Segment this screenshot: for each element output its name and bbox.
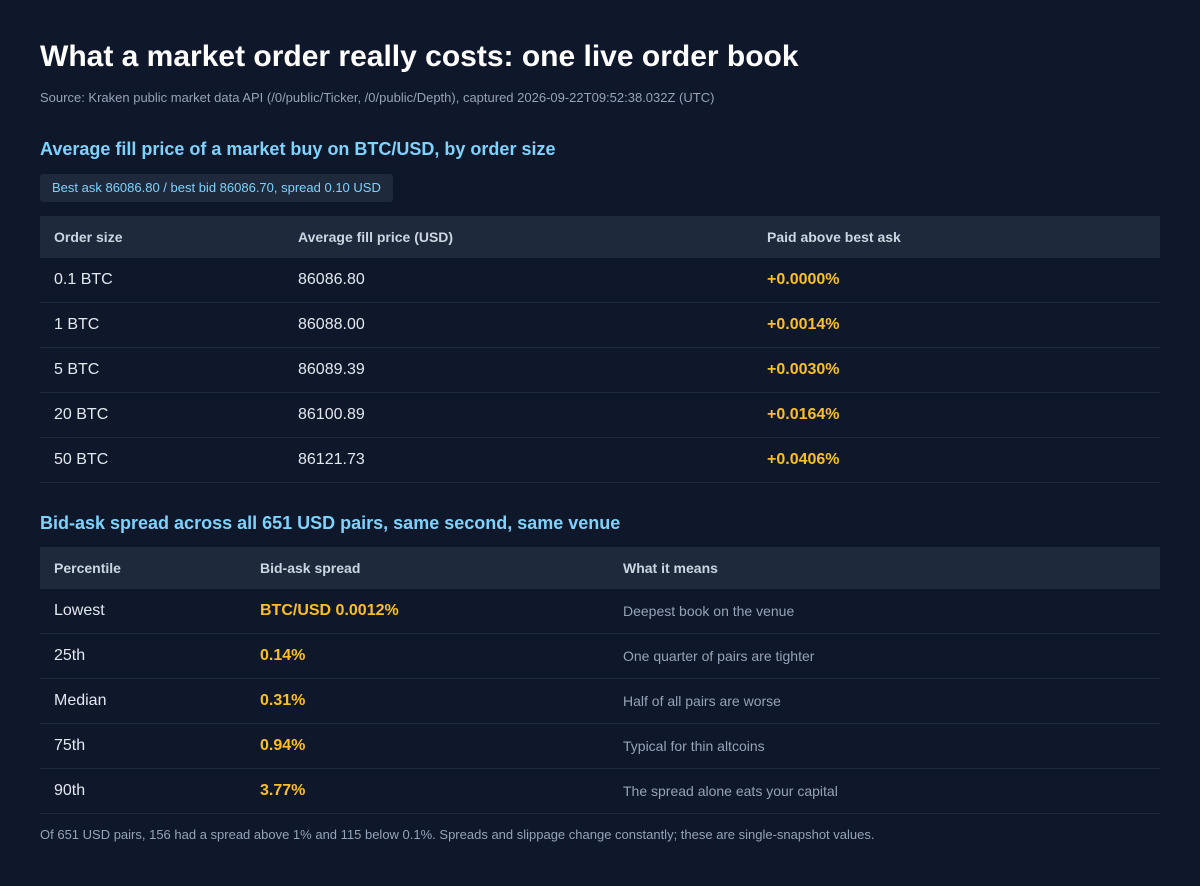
table-row: 90th 3.77% The spread alone eats your ca…: [40, 768, 1160, 814]
percentile-cell: Median: [40, 678, 246, 724]
premium-cell: +0.0164%: [753, 392, 1160, 438]
column-header-order-size: Order size: [40, 216, 284, 258]
fill-price-table: Order size Average fill price (USD) Paid…: [40, 216, 1160, 483]
premium-cell: +0.0030%: [753, 347, 1160, 393]
order-size-cell: 5 BTC: [40, 347, 284, 393]
percentile-cell: 90th: [40, 768, 246, 814]
spread-value-cell: 0.14%: [246, 633, 609, 679]
table-header-row: Order size Average fill price (USD) Paid…: [40, 216, 1160, 258]
fill-section-title: Average fill price of a market buy on BT…: [40, 139, 556, 159]
order-size-cell: 1 BTC: [40, 302, 284, 348]
percentile-cell: 25th: [40, 633, 246, 679]
table-row: 75th 0.94% Typical for thin altcoins: [40, 723, 1160, 769]
avg-fill-price-cell: 86086.80: [284, 258, 753, 303]
percentile-cell: 75th: [40, 723, 246, 769]
meaning-cell: Typical for thin altcoins: [609, 723, 1160, 769]
avg-fill-price-cell: 86121.73: [284, 437, 753, 483]
premium-cell: +0.0406%: [753, 437, 1160, 483]
spread-value-cell: 0.31%: [246, 678, 609, 724]
table-row: 25th 0.14% One quarter of pairs are tigh…: [40, 633, 1160, 679]
table-row: 50 BTC 86121.73 +0.0406%: [40, 437, 1160, 483]
spread-value-cell: 3.77%: [246, 768, 609, 814]
column-header-bid-ask-spread: Bid-ask spread: [246, 547, 609, 589]
column-header-paid-above-ask: Paid above best ask: [753, 216, 1160, 258]
spread-value-cell: BTC/USD 0.0012%: [246, 589, 609, 634]
page-title: What a market order really costs: one li…: [40, 40, 799, 73]
spread-section-title: Bid-ask spread across all 651 USD pairs,…: [40, 513, 621, 533]
meaning-cell: Deepest book on the venue: [609, 589, 1160, 634]
spread-value-cell: 0.94%: [246, 723, 609, 769]
table-header-row: Percentile Bid-ask spread What it means: [40, 547, 1160, 589]
spread-percentile-table: Percentile Bid-ask spread What it means …: [40, 547, 1160, 814]
column-header-avg-fill-price: Average fill price (USD): [284, 216, 753, 258]
table-row: Lowest BTC/USD 0.0012% Deepest book on t…: [40, 589, 1160, 634]
order-size-cell: 20 BTC: [40, 392, 284, 438]
table-row: 1 BTC 86088.00 +0.0014%: [40, 302, 1160, 348]
meaning-cell: One quarter of pairs are tighter: [609, 633, 1160, 679]
column-header-percentile: Percentile: [40, 547, 246, 589]
meaning-cell: The spread alone eats your capital: [609, 768, 1160, 814]
footnote: Of 651 USD pairs, 156 had a spread above…: [40, 827, 875, 842]
column-header-what-it-means: What it means: [609, 547, 1160, 589]
premium-cell: +0.0000%: [753, 258, 1160, 303]
source-line: Source: Kraken public market data API (/…: [40, 90, 715, 105]
table-row: 20 BTC 86100.89 +0.0164%: [40, 392, 1160, 438]
avg-fill-price-cell: 86088.00: [284, 302, 753, 348]
table-row: Median 0.31% Half of all pairs are worse: [40, 678, 1160, 724]
avg-fill-price-cell: 86100.89: [284, 392, 753, 438]
premium-cell: +0.0014%: [753, 302, 1160, 348]
meaning-cell: Half of all pairs are worse: [609, 678, 1160, 724]
order-size-cell: 0.1 BTC: [40, 258, 284, 303]
table-row: 5 BTC 86089.39 +0.0030%: [40, 347, 1160, 393]
spread-note-badge: Best ask 86086.80 / best bid 86086.70, s…: [40, 174, 393, 202]
percentile-cell: Lowest: [40, 589, 246, 634]
avg-fill-price-cell: 86089.39: [284, 347, 753, 393]
order-size-cell: 50 BTC: [40, 437, 284, 483]
table-row: 0.1 BTC 86086.80 +0.0000%: [40, 258, 1160, 303]
